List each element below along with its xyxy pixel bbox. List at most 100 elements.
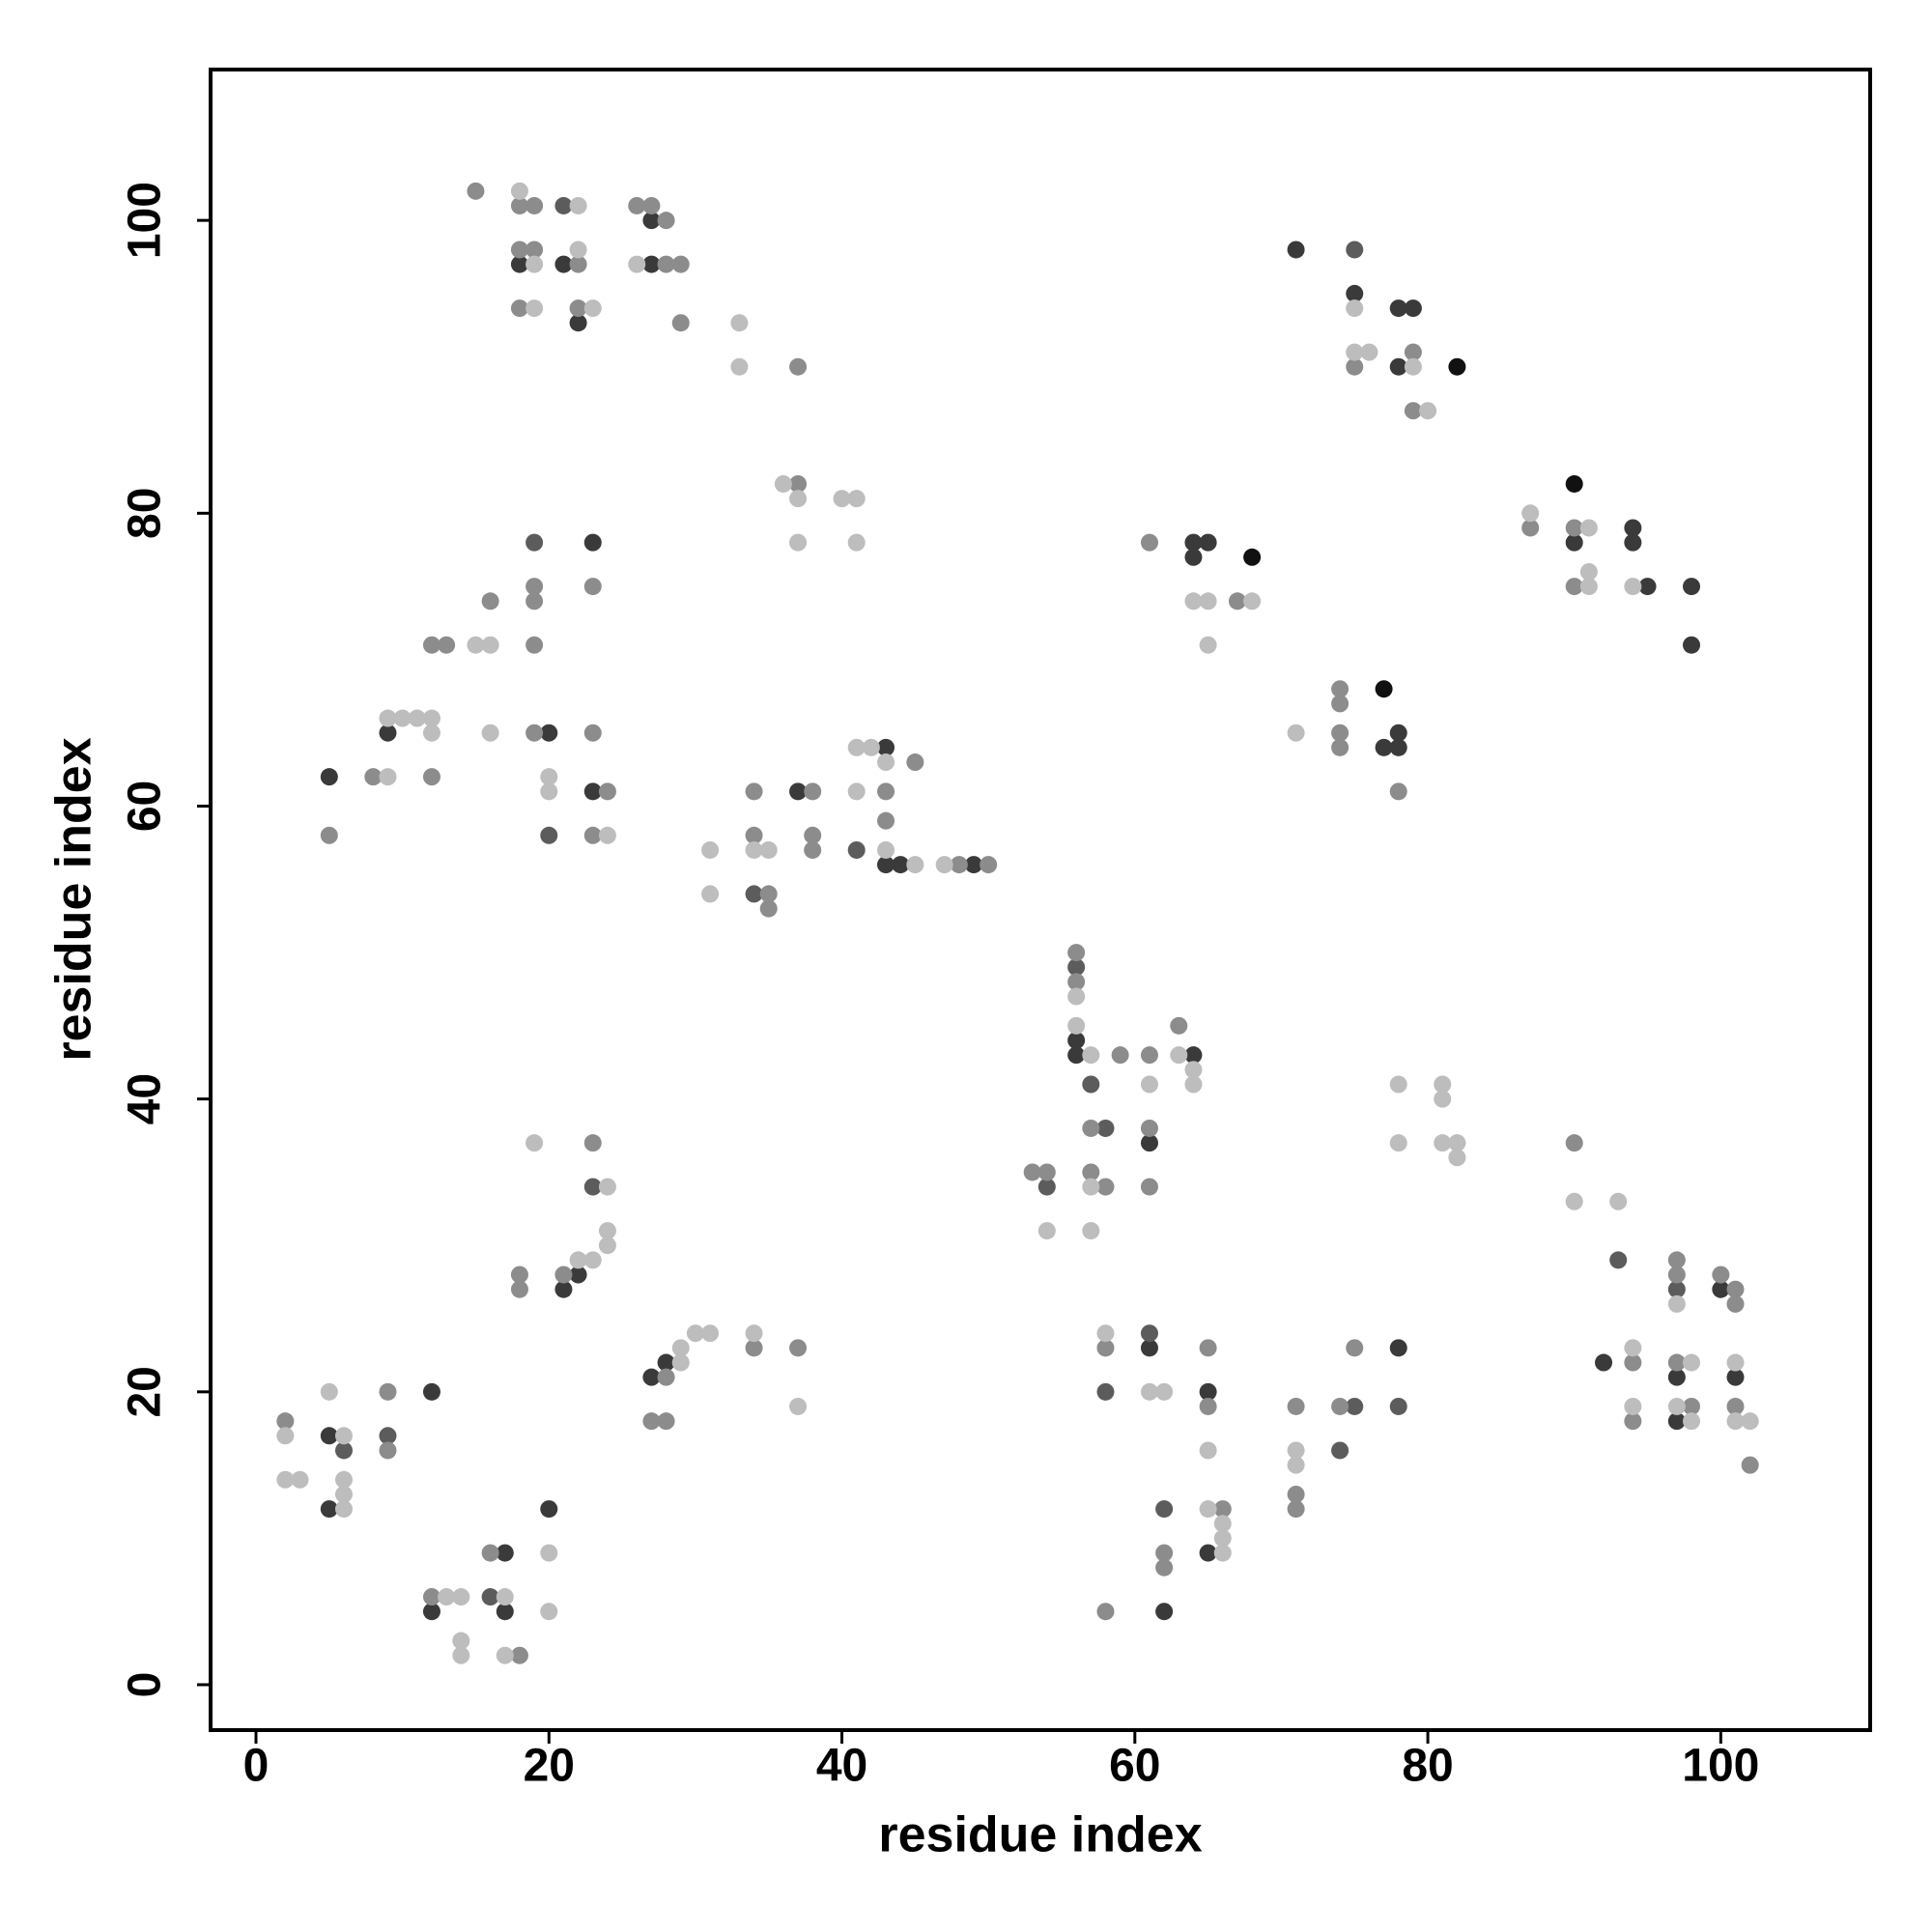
point — [1184, 592, 1203, 611]
point — [1667, 1280, 1686, 1298]
point — [745, 840, 763, 859]
point — [554, 196, 573, 214]
point — [877, 856, 895, 874]
point — [438, 1588, 456, 1606]
point — [1082, 1075, 1100, 1094]
point — [1199, 1500, 1217, 1519]
point — [1140, 1134, 1158, 1152]
point — [1287, 1456, 1305, 1474]
point — [1683, 636, 1701, 654]
point — [526, 578, 544, 596]
point — [628, 255, 646, 273]
point — [510, 1646, 528, 1664]
point — [1389, 724, 1407, 742]
point — [1199, 636, 1217, 654]
point — [1389, 1075, 1407, 1094]
point — [730, 357, 749, 376]
point — [540, 724, 558, 742]
point — [1404, 357, 1422, 376]
point — [804, 840, 822, 859]
point — [569, 241, 587, 259]
point — [1199, 1441, 1217, 1460]
point — [422, 1382, 440, 1401]
x-tick-label: 40 — [816, 1741, 867, 1792]
point — [1184, 1046, 1203, 1065]
point — [1155, 1544, 1174, 1562]
point — [730, 314, 749, 332]
point — [1741, 1456, 1759, 1474]
point — [276, 1470, 295, 1489]
point — [467, 182, 485, 200]
point — [496, 1603, 514, 1621]
point — [1096, 1324, 1115, 1343]
point — [1667, 1294, 1686, 1313]
point — [422, 1603, 440, 1621]
point — [540, 1603, 558, 1621]
point — [745, 782, 763, 801]
point — [1140, 1178, 1158, 1196]
point — [481, 1588, 499, 1606]
point — [906, 856, 924, 874]
point — [526, 255, 544, 273]
point — [1140, 533, 1158, 552]
x-tick-label: 0 — [243, 1741, 270, 1792]
point — [481, 724, 499, 742]
point — [334, 1441, 353, 1460]
point — [1287, 724, 1305, 742]
point — [1213, 1529, 1232, 1548]
point — [1096, 1382, 1115, 1401]
point — [1331, 724, 1350, 742]
y-tick-label: 0 — [120, 1672, 171, 1698]
point — [1565, 1134, 1583, 1152]
point — [1037, 1178, 1056, 1196]
point — [877, 811, 895, 830]
point — [496, 1544, 514, 1562]
point — [1683, 1412, 1701, 1431]
point — [1140, 1382, 1158, 1401]
point — [583, 1251, 602, 1269]
point — [1726, 1412, 1745, 1431]
point — [1184, 1061, 1203, 1079]
point — [789, 1339, 808, 1357]
point — [789, 1397, 808, 1415]
point — [1624, 1397, 1642, 1415]
point — [657, 212, 675, 230]
point — [1331, 695, 1350, 713]
point — [1243, 592, 1262, 611]
point — [1667, 1265, 1686, 1284]
point — [1434, 1090, 1452, 1108]
point — [1404, 343, 1422, 361]
point — [745, 1339, 763, 1357]
point — [1521, 519, 1540, 537]
point — [1712, 1280, 1730, 1298]
point — [1565, 533, 1583, 552]
point — [1096, 1178, 1115, 1196]
y-tick-label: 100 — [120, 182, 171, 259]
point — [657, 1368, 675, 1386]
point — [671, 314, 690, 332]
point — [1199, 592, 1217, 611]
point — [1067, 973, 1086, 991]
point — [877, 782, 895, 801]
point — [554, 1265, 573, 1284]
point — [320, 1382, 338, 1401]
point — [804, 826, 822, 844]
point — [1140, 1119, 1158, 1137]
x-axis-title: residue index — [878, 1807, 1202, 1863]
point — [583, 724, 602, 742]
point — [877, 840, 895, 859]
point — [393, 709, 412, 727]
point — [1140, 1324, 1158, 1343]
point — [1082, 1046, 1100, 1065]
point — [862, 738, 880, 756]
point — [1155, 1500, 1174, 1519]
point — [1667, 1353, 1686, 1372]
point — [1199, 533, 1217, 552]
point — [1228, 592, 1246, 611]
point — [980, 856, 998, 874]
point — [745, 1324, 763, 1343]
point — [1184, 533, 1203, 552]
point — [1331, 1441, 1350, 1460]
point — [1096, 1603, 1115, 1621]
